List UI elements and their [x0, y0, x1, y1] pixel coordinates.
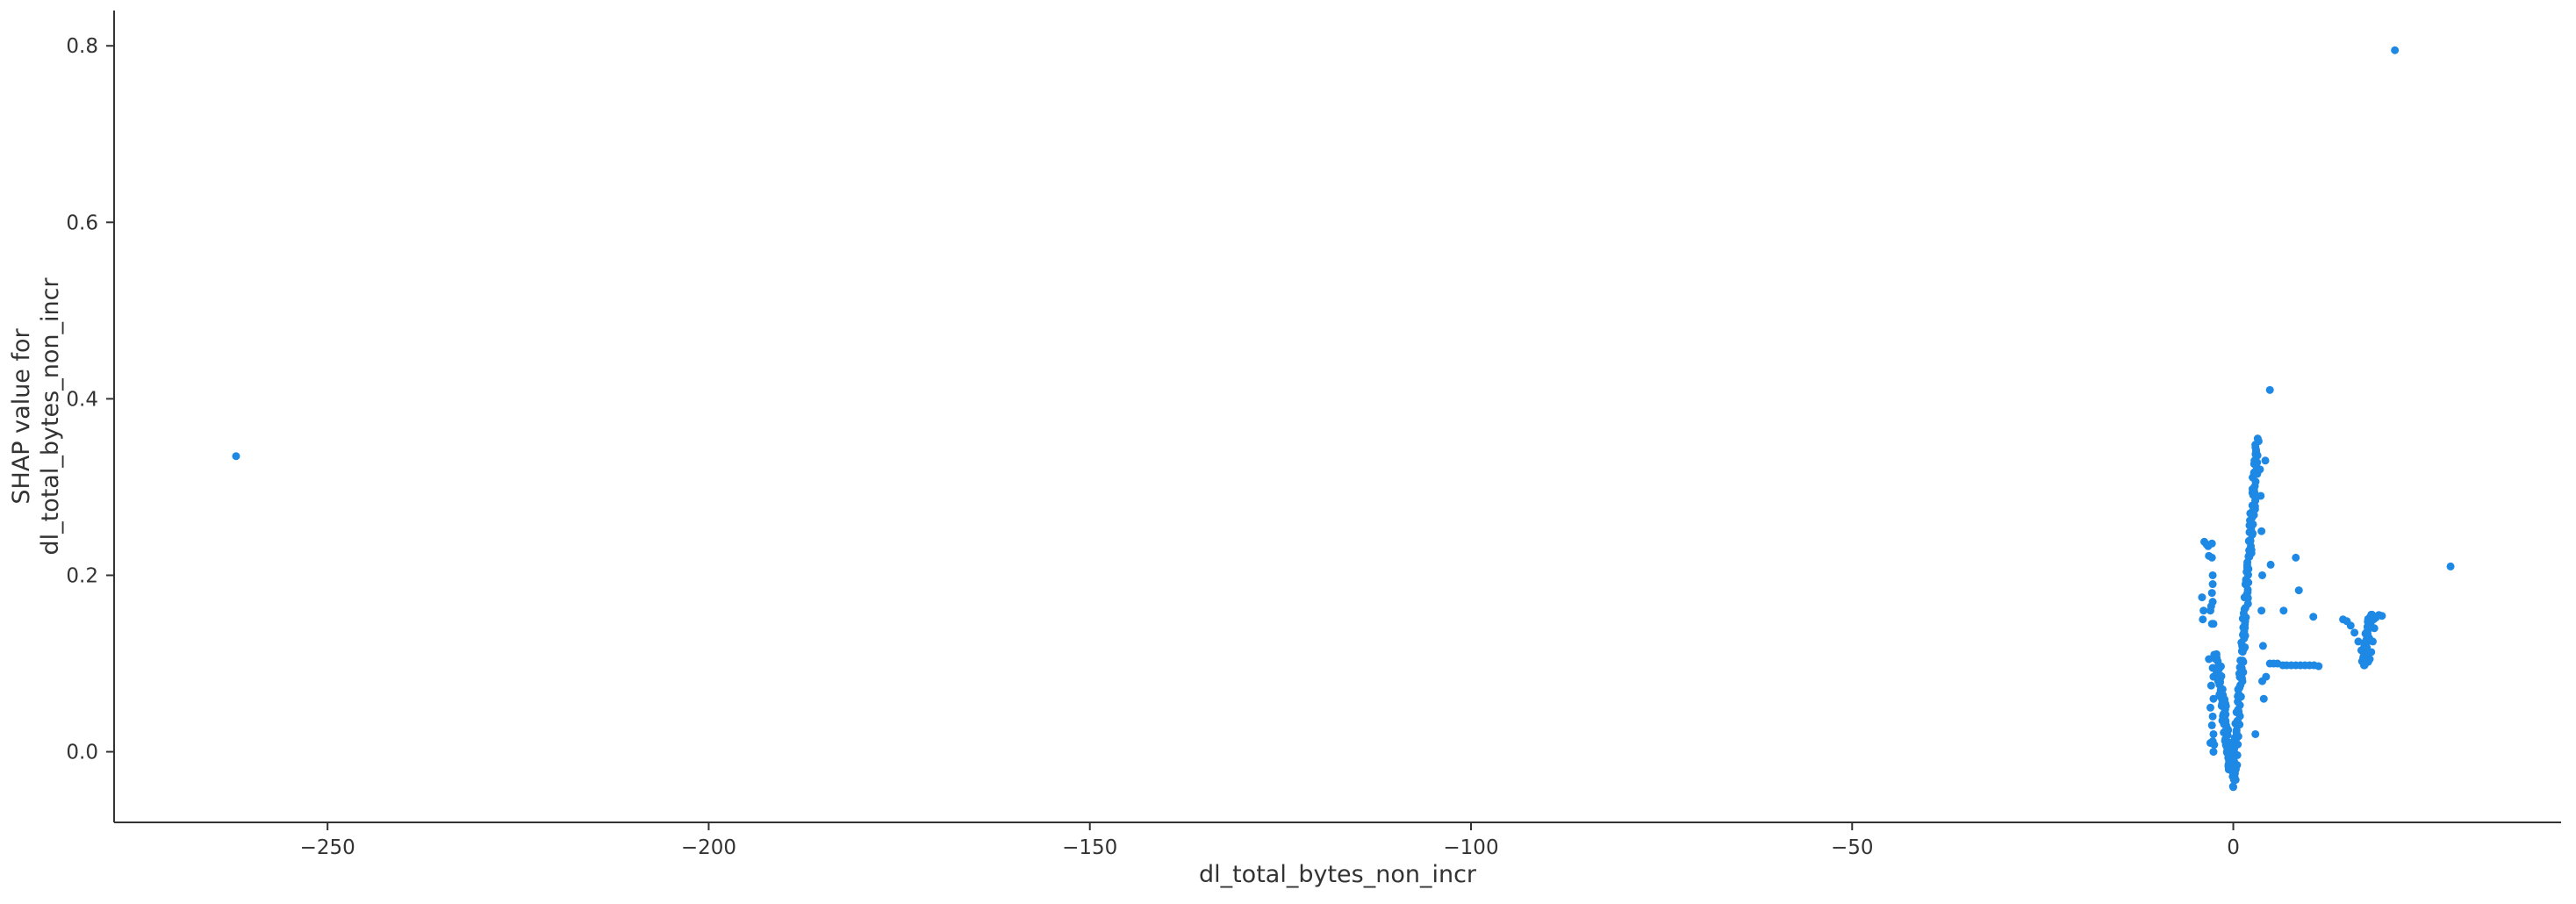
- scatter-point: [2199, 615, 2207, 624]
- scatter-point: [2214, 669, 2222, 678]
- y-tick-label: 0.2: [66, 564, 98, 587]
- y-axis-title-line-2: dl_total_bytes_non_incr: [37, 277, 64, 556]
- scatter-point: [2265, 385, 2274, 394]
- scatter-point: [2205, 655, 2214, 664]
- scatter-points: [232, 46, 2455, 792]
- scatter-point: [2350, 628, 2359, 637]
- x-tick-label: −100: [1443, 836, 1498, 859]
- scatter-point: [2391, 46, 2400, 54]
- scatter-point: [2258, 642, 2267, 650]
- scatter-point: [2209, 694, 2218, 703]
- y-tick-label: 0.0: [66, 742, 98, 764]
- scatter-point: [2257, 527, 2266, 535]
- scatter-point: [2207, 721, 2216, 729]
- scatter-point: [2257, 606, 2266, 615]
- y-tick-label: 0.6: [66, 212, 98, 234]
- scatter-point: [2216, 662, 2225, 671]
- scatter-point: [2207, 620, 2216, 628]
- scatter-point: [2209, 729, 2218, 738]
- scatter-point: [2368, 610, 2377, 619]
- scatter-point: [2228, 782, 2237, 791]
- scatter-point: [2294, 586, 2303, 595]
- scatter-point: [2207, 553, 2216, 562]
- scatter-point: [2206, 703, 2214, 712]
- scatter-point: [2250, 511, 2258, 520]
- scatter-point: [2232, 728, 2241, 736]
- scatter-point: [2234, 692, 2242, 700]
- x-tick-label: −50: [1831, 836, 1874, 859]
- scatter-point: [2208, 570, 2217, 579]
- scatter-point: [2208, 712, 2217, 721]
- scatter-point: [2346, 621, 2355, 630]
- scatter-point: [2259, 694, 2268, 703]
- scatter-point: [2354, 637, 2363, 646]
- scatter-point: [2292, 553, 2300, 562]
- scatter-point: [2230, 757, 2239, 766]
- scatter-point: [2215, 678, 2224, 687]
- scatter-point: [2223, 731, 2232, 740]
- scatter-point: [2251, 729, 2260, 738]
- y-axis-title-line-1: SHAP value for: [8, 327, 35, 504]
- x-axis-title: dl_total_bytes_non_incr: [1199, 861, 1477, 888]
- scatter-point: [2240, 605, 2249, 613]
- scatter-point: [2198, 593, 2206, 602]
- scatter-point: [2258, 570, 2267, 579]
- scatter-point: [2212, 655, 2221, 664]
- scatter-point: [2251, 477, 2260, 486]
- scatter-point: [2378, 612, 2386, 621]
- scatter-point: [2206, 606, 2214, 615]
- y-axis-ticks: 0.0 0.2 0.4 0.6 0.8: [66, 35, 114, 764]
- scatter-point: [2207, 539, 2216, 548]
- scatter-point: [2266, 560, 2275, 569]
- scatter-point: [2236, 656, 2245, 664]
- x-axis-ticks: −250 −200 −150 −100 −50 0: [300, 822, 2240, 859]
- x-tick-label: −250: [300, 836, 355, 859]
- x-tick-label: 0: [2227, 836, 2240, 859]
- y-tick-label: 0.4: [66, 388, 98, 411]
- y-tick-label: 0.8: [66, 35, 98, 58]
- scatter-point: [2254, 437, 2263, 446]
- scatter-point: [2446, 562, 2455, 570]
- scatter-point: [232, 452, 240, 461]
- scatter-point: [2309, 613, 2318, 621]
- scatter-point: [2206, 681, 2215, 690]
- scatter-point: [2207, 589, 2216, 598]
- x-tick-label: −200: [681, 836, 736, 859]
- x-tick-label: −150: [1062, 836, 1117, 859]
- scatter-point: [2257, 491, 2265, 500]
- scatter-point: [2199, 606, 2208, 615]
- scatter-point: [2279, 606, 2288, 615]
- scatter-point: [2261, 456, 2270, 465]
- scatter-point: [2209, 748, 2218, 757]
- scatter-point: [2314, 662, 2323, 671]
- scatter-point: [2246, 537, 2255, 546]
- scatter-point: [2208, 598, 2217, 606]
- scatter-point: [2208, 580, 2217, 589]
- scatter-point: [2235, 683, 2244, 692]
- scatter-point: [2210, 741, 2219, 750]
- scatter-point: [2258, 677, 2267, 685]
